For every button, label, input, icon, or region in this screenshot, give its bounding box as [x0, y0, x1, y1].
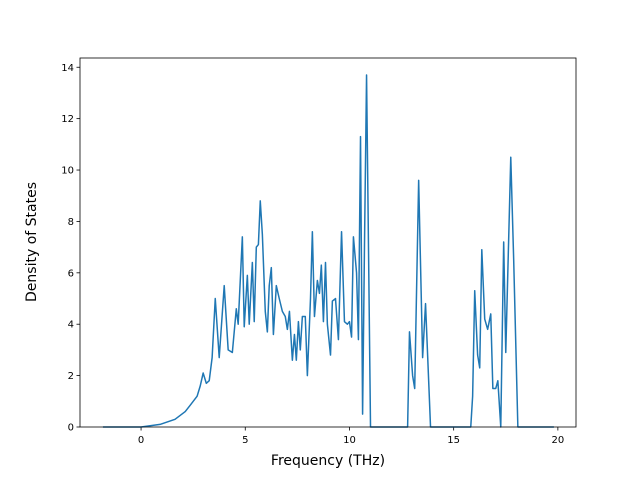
- y-tick-label: 14: [61, 63, 74, 74]
- x-tick-label: 15: [447, 435, 460, 446]
- y-tick-label: 0: [68, 423, 74, 434]
- x-tick-label: 20: [552, 435, 565, 446]
- data-line: [102, 74, 554, 428]
- y-tick-label: 12: [61, 114, 74, 125]
- y-tick-label: 2: [68, 371, 74, 382]
- y-tick-label: 10: [61, 166, 74, 177]
- x-axis-label: Frequency (THz): [271, 453, 385, 469]
- y-tick-label: 4: [68, 320, 74, 331]
- x-tick-label: 10: [343, 435, 356, 446]
- x-tick-label: 5: [242, 435, 248, 446]
- y-tick-label: 8: [68, 217, 74, 228]
- x-tick-label: 0: [138, 435, 144, 446]
- plot-frame: [79, 57, 577, 428]
- y-tick-label: 6: [68, 268, 74, 279]
- y-axis-label: Density of States: [24, 182, 40, 302]
